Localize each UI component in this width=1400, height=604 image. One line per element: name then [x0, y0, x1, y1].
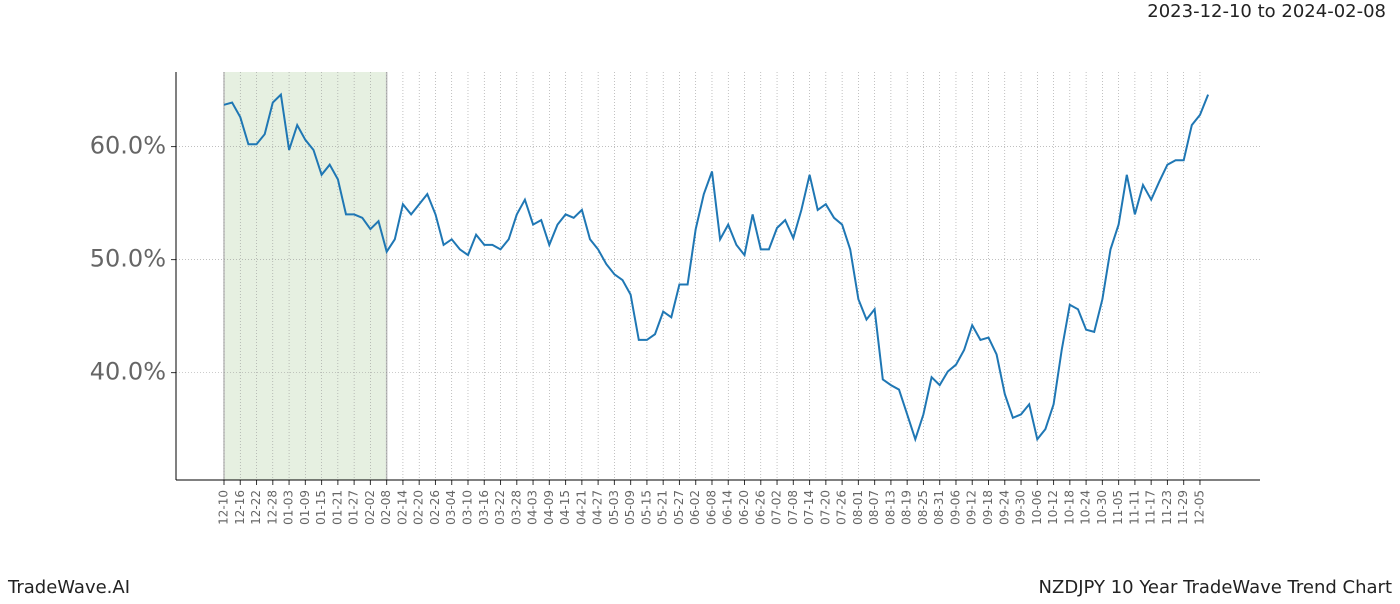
x-tick-label: 10-12 [1046, 490, 1060, 525]
x-tick-label: 08-25 [916, 490, 930, 525]
x-tick-label: 11-23 [1160, 490, 1174, 525]
x-tick-label: 06-14 [721, 490, 735, 525]
x-tick-label: 05-03 [607, 490, 621, 525]
x-tick-label: 02-20 [412, 490, 426, 525]
line [223, 92, 1210, 443]
plot: 40.0% 50.0% 60.0% 12-10 12-16 12-22 12-28 01-03… [90, 72, 1260, 525]
x-tick-label: 10-24 [1079, 490, 1093, 525]
x-tick-label: 06-02 [688, 490, 702, 525]
x-tick-label: 10-06 [1030, 490, 1044, 525]
x-tick-label: 02-26 [428, 490, 442, 525]
x-tick-label: 08-19 [900, 490, 914, 525]
x-tick-label: 10-30 [1095, 490, 1109, 525]
x-tick-label: 12-16 [233, 490, 247, 525]
x-tick-label: 03-22 [493, 490, 507, 525]
x-tick-label: 04-03 [526, 490, 540, 525]
x-tick-label: 02-14 [395, 490, 409, 525]
x-tick-label: 03-28 [509, 490, 523, 525]
x-tick-label: 03-10 [460, 490, 474, 525]
x-tick-label: 03-04 [444, 490, 458, 525]
x-tick-label: 01-03 [282, 490, 296, 525]
x-tick-label: 05-21 [656, 490, 670, 525]
x-tick-label: 11-11 [1127, 490, 1141, 525]
x-tick-label: 10-18 [1062, 490, 1076, 525]
x-tick-label: 02-08 [379, 490, 393, 525]
x-tick-label: 05-09 [623, 490, 637, 525]
x-tick-label: 04-09 [542, 490, 556, 525]
x-tick-label: 08-13 [883, 490, 897, 525]
x-tick-label: 09-30 [1014, 490, 1028, 525]
x-tick-label: 09-12 [965, 490, 979, 525]
x-tick-label: 06-08 [704, 490, 718, 525]
x-tick-label: 08-01 [851, 490, 865, 525]
x-tick-label: 09-06 [948, 490, 962, 525]
x-tick-label: 04-15 [558, 490, 572, 525]
x-tick-label: 11-17 [1144, 490, 1158, 525]
x-tick-label: 01-21 [330, 490, 344, 525]
x-tick-label: 12-10 [217, 490, 231, 525]
x-tick-label: 11-29 [1176, 490, 1190, 525]
x-tick-label: 07-14 [802, 490, 816, 525]
x-tick-label: 11-05 [1111, 490, 1125, 525]
x-tick-label: 01-09 [298, 490, 312, 525]
x-tick-label: 08-31 [932, 490, 946, 525]
caption: NZDJPY 10 Year TradeWave Trend Chart [1039, 577, 1392, 598]
x-tick-label: 09-18 [981, 490, 995, 525]
x-tick-label: 08-07 [867, 490, 881, 525]
x-tick-label: 05-27 [672, 490, 686, 525]
x-tick-label: 07-02 [770, 490, 784, 525]
x-tick-label: 07-20 [818, 490, 832, 525]
x-tick-label: 12-05 [1192, 490, 1206, 525]
x-tick-label: 07-26 [835, 490, 849, 525]
x-tick-label: 07-08 [786, 490, 800, 525]
x-tick-label: 12-22 [249, 490, 263, 525]
x-tick-label: 01-27 [347, 490, 361, 525]
x-tick-label: 12-28 [265, 490, 279, 525]
x-tick-label: 09-24 [997, 490, 1011, 525]
x-tick-label: 03-16 [477, 490, 491, 525]
y-tick-label: 60.0% [90, 132, 166, 160]
y-tick-label: 50.0% [90, 245, 166, 273]
brand: TradeWave.AI [7, 577, 130, 598]
x-tick-label: 01-15 [314, 490, 328, 525]
x-tick-label: 04-27 [591, 490, 605, 525]
date-range: 2023-12-10 to 2024-02-08 [1147, 1, 1386, 22]
x-tick-label: 05-15 [639, 490, 653, 525]
y-tick-label: 40.0% [90, 358, 166, 386]
x-tick-label: 06-20 [737, 490, 751, 525]
x-tick-label: 06-26 [753, 490, 767, 525]
x-tick-label: 04-21 [574, 490, 588, 525]
x-tick-label: 02-02 [363, 490, 377, 525]
